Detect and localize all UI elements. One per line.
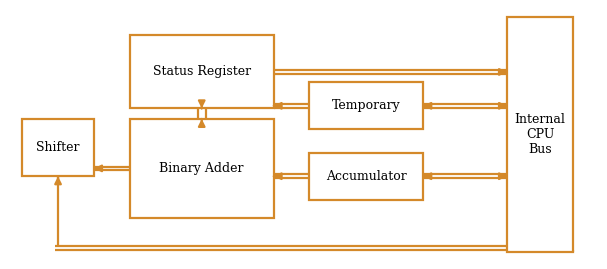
- Text: Shifter: Shifter: [36, 141, 80, 154]
- Text: Binary Adder: Binary Adder: [160, 162, 244, 175]
- Text: Accumulator: Accumulator: [326, 170, 407, 183]
- Text: Temporary: Temporary: [332, 99, 401, 112]
- Text: Internal
CPU
Bus: Internal CPU Bus: [515, 113, 565, 156]
- Bar: [310, 82, 423, 129]
- Bar: [310, 153, 423, 200]
- Bar: [22, 119, 94, 176]
- Text: Status Register: Status Register: [153, 65, 251, 79]
- Bar: [507, 17, 573, 252]
- Bar: [130, 119, 274, 218]
- Bar: [130, 36, 274, 108]
